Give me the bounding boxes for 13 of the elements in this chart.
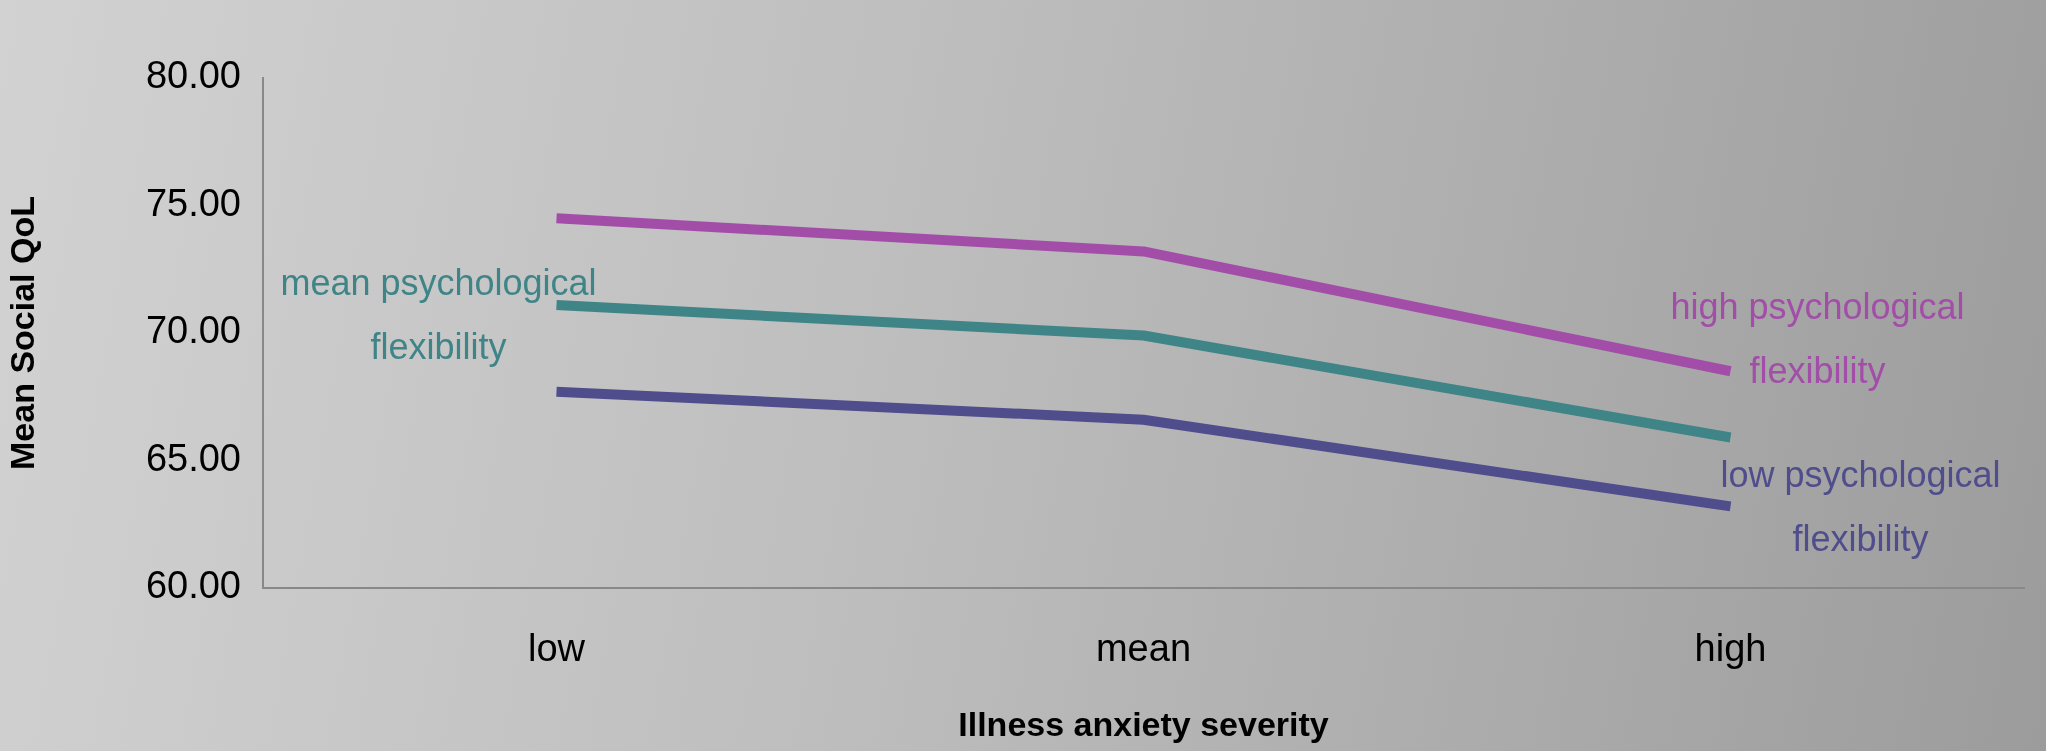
series-label: high psychological flexibility <box>1670 286 1965 392</box>
y-axis-title: Mean Social QoL <box>2 196 41 470</box>
series-label: low psychological flexibility <box>1720 454 2001 560</box>
x-tick-label: high <box>1694 627 1767 670</box>
y-tick-label: 80.00 <box>145 54 241 97</box>
series-label: mean psychological flexibility <box>280 261 597 367</box>
y-tick-label: 70.00 <box>145 309 241 352</box>
x-tick-label: low <box>527 627 586 670</box>
y-tick-label: 60.00 <box>145 564 241 607</box>
x-tick-label: mean <box>1095 627 1192 670</box>
y-tick-label: 65.00 <box>145 436 241 479</box>
x-axis-title: Illness anxiety severity <box>958 704 1329 743</box>
y-tick-label: 75.00 <box>145 181 241 224</box>
